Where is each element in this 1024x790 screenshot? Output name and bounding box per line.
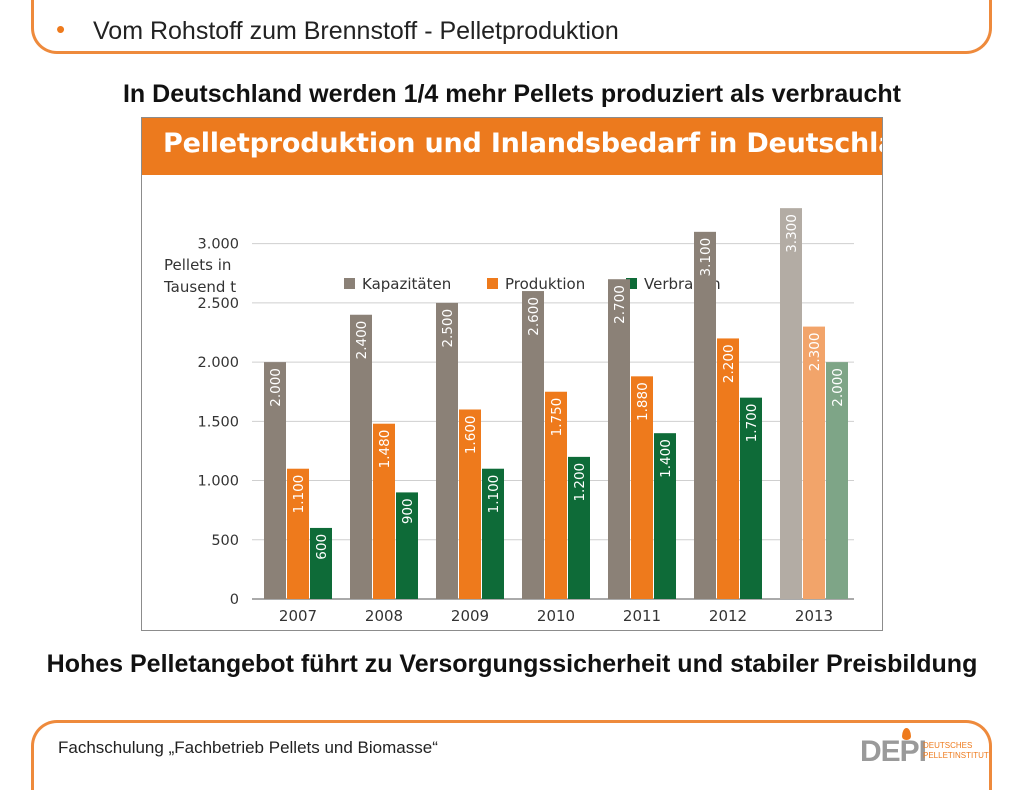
x-tick-label: 2013: [795, 607, 833, 625]
bar-value-label: 1.100: [291, 475, 307, 514]
bar: [694, 231, 716, 599]
bar: [396, 492, 418, 599]
bar: [568, 456, 590, 599]
bar: [631, 376, 653, 599]
logo-subtitle: DEUTSCHES PELLETINSTITUT: [923, 741, 989, 761]
bar: [545, 391, 567, 599]
legend-swatch: [344, 278, 355, 289]
bar-value-label: 1.480: [377, 430, 393, 469]
bar: [264, 362, 286, 599]
bar: [522, 291, 544, 599]
x-tick-label: 2010: [537, 607, 575, 625]
bar-value-label: 900: [400, 498, 416, 524]
logo-wordmark: DEPI: [860, 735, 927, 768]
chart-title: Pelletproduktion und Inlandsbedarf in De…: [163, 128, 883, 159]
slide-title: Vom Rohstoff zum Brennstoff - Pelletprod…: [93, 17, 619, 45]
bar-value-label: 3.300: [784, 214, 800, 253]
footer-frame: [31, 720, 992, 790]
bar: [608, 279, 630, 599]
depi-logo: DEPI DEUTSCHES PELLETINSTITUT: [860, 728, 989, 768]
bar-value-label: 1.600: [463, 415, 479, 454]
chart-title-banner: Pelletproduktion und Inlandsbedarf in De…: [142, 118, 883, 175]
legend-swatch: [626, 278, 637, 289]
bar-chart: Pellets in Tausend t 0 500 1.000 1.500 2.000 2.…: [163, 208, 854, 625]
y-axis-label-line2: Tausend t: [163, 278, 236, 296]
y-tick-label: 2.500: [197, 296, 239, 312]
bar-value-label: 1.880: [635, 382, 651, 421]
bar-value-label: 1.750: [549, 398, 565, 437]
y-tick-label: 500: [211, 533, 239, 549]
bar-value-label: 2.400: [354, 321, 370, 360]
logo-subtitle-line2: PELLETINSTITUT: [923, 751, 989, 760]
bar-value-label: 1.700: [744, 404, 760, 443]
legend-swatch: [487, 278, 498, 289]
y-tick-label: 3.000: [197, 237, 239, 253]
bar-value-label: 3.100: [698, 238, 714, 277]
bar-value-label: 2.000: [268, 368, 284, 407]
bar-value-label: 2.200: [721, 344, 737, 383]
bar: [826, 362, 848, 599]
x-tick-label: 2009: [451, 607, 489, 625]
y-tick-label: 2.000: [197, 355, 239, 371]
header-bullet: •: [56, 14, 66, 44]
footer-text: Fachschulung „Fachbetrieb Pellets und Bi…: [58, 738, 438, 757]
logo-subtitle-line1: DEUTSCHES: [923, 741, 973, 750]
legend-label: Kapazitäten: [362, 275, 451, 293]
bar: [654, 433, 676, 599]
bar: [373, 423, 395, 599]
bar-value-label: 2.600: [526, 297, 542, 336]
bar: [482, 468, 504, 599]
headline-top: In Deutschland werden 1/4 mehr Pellets p…: [122, 80, 901, 108]
y-tick-label: 0: [230, 592, 239, 608]
bar-value-label: 2.000: [830, 368, 846, 407]
x-tick-label: 2011: [623, 607, 661, 625]
bar: [287, 468, 309, 599]
bar-value-label: 1.200: [572, 463, 588, 502]
bar-value-label: 1.400: [658, 439, 674, 478]
headline-bottom: Hohes Pelletangebot führt zu Versorgungs…: [46, 650, 978, 678]
bar: [350, 314, 372, 599]
x-tick-label: 2008: [365, 607, 403, 625]
bar-value-label: 2.700: [612, 285, 628, 324]
header-frame: [31, 0, 992, 54]
bar: [740, 397, 762, 599]
y-tick-label: 1.000: [197, 474, 239, 490]
bar-value-label: 1.100: [486, 475, 502, 514]
bar: [436, 302, 458, 599]
bar: [459, 409, 481, 599]
flame-icon: [902, 728, 911, 740]
x-tick-label: 2012: [709, 607, 747, 625]
bar: [310, 527, 332, 599]
x-tick-label: 2007: [279, 607, 317, 625]
legend-label: Produktion: [505, 275, 585, 293]
bar: [803, 326, 825, 599]
bar-value-label: 2.500: [440, 309, 456, 348]
bar: [780, 208, 802, 599]
bar-value-label: 2.300: [807, 333, 823, 372]
y-tick-label: 1.500: [197, 414, 239, 430]
chart-container: Pelletproduktion und Inlandsbedarf in De…: [141, 117, 883, 631]
bar: [717, 338, 739, 599]
y-axis-label-line1: Pellets in: [164, 256, 231, 274]
bar-value-label: 600: [314, 534, 330, 560]
